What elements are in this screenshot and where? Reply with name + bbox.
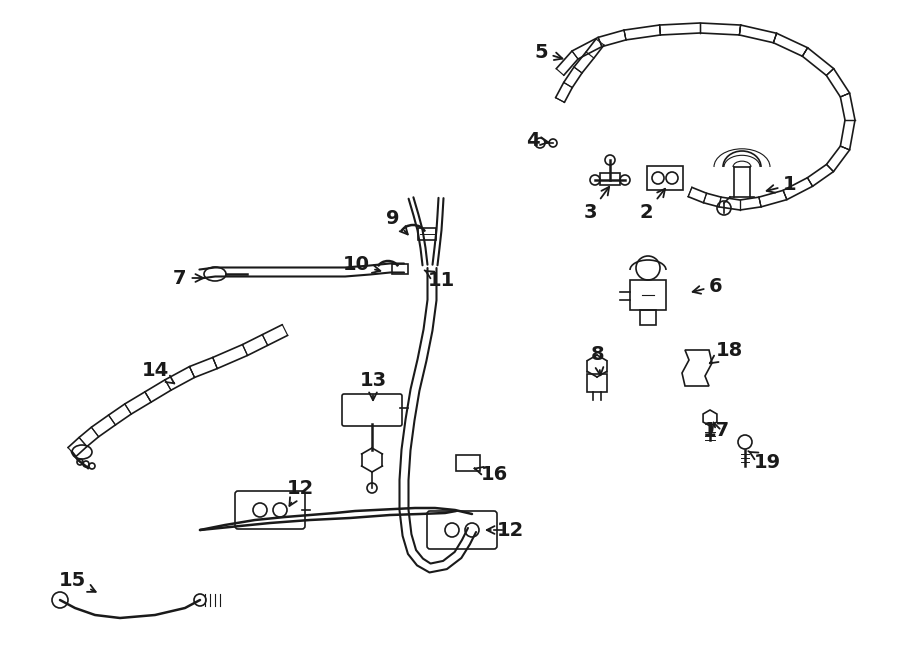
Text: 13: 13 xyxy=(359,371,387,400)
Text: 12: 12 xyxy=(487,520,524,539)
Text: 8: 8 xyxy=(591,346,605,375)
Bar xyxy=(456,455,480,471)
Bar xyxy=(587,374,607,392)
Bar xyxy=(640,310,656,325)
Text: 14: 14 xyxy=(141,360,175,383)
Text: 12: 12 xyxy=(286,479,313,506)
Text: 9: 9 xyxy=(386,208,408,235)
Text: 18: 18 xyxy=(710,340,742,364)
Bar xyxy=(392,264,408,274)
Text: 3: 3 xyxy=(583,187,609,223)
Bar xyxy=(418,228,436,240)
Text: 19: 19 xyxy=(748,451,780,471)
Bar xyxy=(647,166,683,190)
Text: 16: 16 xyxy=(474,465,508,483)
Text: 15: 15 xyxy=(58,570,95,592)
Text: 7: 7 xyxy=(173,268,203,288)
Text: 1: 1 xyxy=(767,176,796,194)
Text: 6: 6 xyxy=(693,276,723,295)
Bar xyxy=(630,280,666,310)
Text: 10: 10 xyxy=(343,256,381,274)
Text: 4: 4 xyxy=(526,130,548,149)
Text: 2: 2 xyxy=(639,189,665,223)
Text: 11: 11 xyxy=(425,270,454,290)
Text: 17: 17 xyxy=(702,420,730,440)
Bar xyxy=(600,173,620,185)
Text: 5: 5 xyxy=(535,42,562,61)
